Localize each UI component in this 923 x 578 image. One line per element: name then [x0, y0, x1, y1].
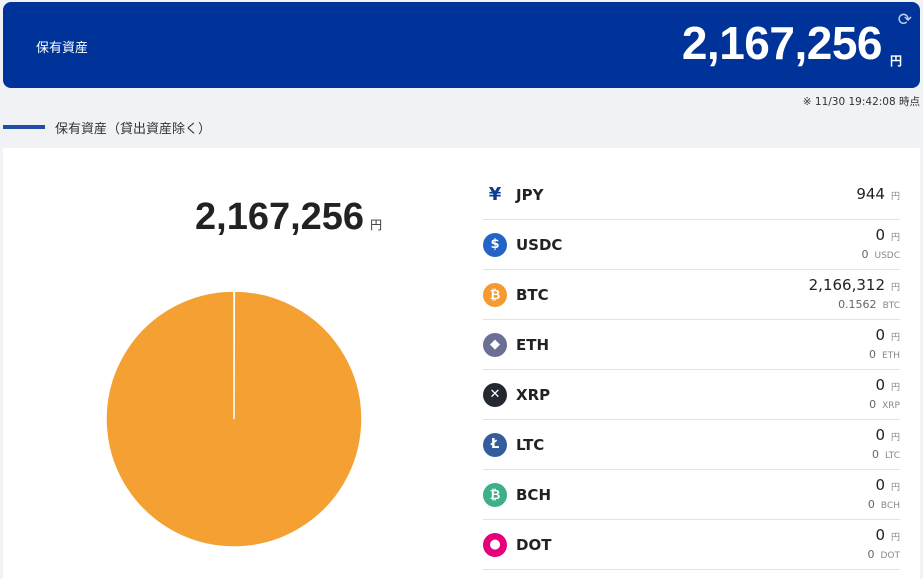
quantity-unit: BCH [881, 501, 900, 511]
asset-quantity: 0 XRP [869, 398, 900, 411]
section-bar [3, 125, 45, 129]
pie-slice-btc [106, 291, 362, 547]
litecoin-icon: Ł [483, 433, 507, 457]
asset-symbol: BCH [516, 486, 551, 504]
jpy-amount: 0 [875, 476, 885, 494]
asset-quantity: 0.1562 BTC [809, 298, 900, 311]
usdc-icon: $ [483, 233, 507, 257]
asset-row-jpy[interactable]: ¥ JPY 944 円 [483, 170, 900, 220]
yen-icon: ¥ [483, 183, 507, 207]
asset-values: 2,166,312 円 0.1562 BTC [809, 276, 900, 311]
section-heading: 保有資産（貸出資産除く） [0, 118, 211, 136]
xrp-icon: ✕ [483, 383, 507, 407]
jpy-amount: 2,166,312 [809, 276, 885, 294]
asset-quantity: 0 LTC [872, 448, 900, 461]
quantity-amount: 0 [872, 448, 879, 461]
asset-quantity: 0 DOT [867, 548, 900, 561]
banner-title: 保有資産 [36, 37, 88, 56]
banner-total: 2,167,256 [682, 16, 882, 70]
asset-symbol: ETH [516, 336, 549, 354]
refresh-icon[interactable]: ⟳ [898, 10, 912, 30]
asset-symbol: DOT [516, 536, 551, 554]
jpy-amount: 0 [875, 526, 885, 544]
jpy-unit: 円 [891, 433, 900, 443]
asset-jpy-value: 944 円 [856, 185, 900, 203]
jpy-unit: 円 [891, 233, 900, 243]
quantity-amount: 0 [869, 398, 876, 411]
asset-jpy-value: 2,166,312 円 [809, 276, 900, 294]
asset-symbol: JPY [516, 186, 543, 204]
banner-unit: 円 [890, 52, 902, 69]
quantity-amount: 0 [867, 548, 874, 561]
asset-quantity: 0 BCH [868, 498, 900, 511]
summary-total: 2,167,256 円 [195, 196, 382, 239]
jpy-unit: 円 [891, 192, 900, 202]
bitcoin-cash-icon: ₿ [483, 483, 507, 507]
jpy-unit: 円 [891, 383, 900, 393]
asset-pie-chart [105, 290, 363, 548]
quantity-unit: BTC [883, 301, 900, 311]
asset-quantity: 0 ETH [869, 348, 900, 361]
jpy-amount: 0 [875, 226, 885, 244]
polkadot-icon: ● [483, 533, 507, 557]
asset-symbol: USDC [516, 236, 562, 254]
timestamp: ※ 11/30 19:42:08 時点 [803, 94, 920, 109]
quantity-unit: DOT [880, 551, 900, 561]
asset-symbol: XRP [516, 386, 550, 404]
summary-amount: 2,167,256 [195, 196, 364, 238]
asset-symbol: LTC [516, 436, 544, 454]
jpy-amount: 0 [875, 376, 885, 394]
quantity-amount: 0 [868, 498, 875, 511]
quantity-amount: 0 [869, 348, 876, 361]
asset-row-btc[interactable]: ₿ BTC 2,166,312 円 0.1562 BTC [483, 270, 900, 320]
quantity-amount: 0.1562 [838, 298, 877, 311]
quantity-unit: XRP [882, 401, 900, 411]
ethereum-icon: ◆ [483, 333, 507, 357]
section-title: 保有資産（貸出資産除く） [55, 118, 211, 137]
jpy-unit: 円 [891, 333, 900, 343]
jpy-amount: 0 [875, 326, 885, 344]
jpy-unit: 円 [891, 533, 900, 543]
jpy-amount: 944 [856, 185, 885, 203]
asset-values: 944 円 [856, 185, 900, 203]
bitcoin-icon: ₿ [483, 283, 507, 307]
total-assets-banner: 保有資産 2,167,256 円 ⟳ [3, 2, 920, 88]
jpy-unit: 円 [891, 283, 900, 293]
asset-symbol: BTC [516, 286, 549, 304]
jpy-amount: 0 [875, 426, 885, 444]
asset-quantity: 0 USDC [861, 248, 900, 261]
summary-unit: 円 [370, 218, 382, 232]
quantity-unit: LTC [885, 451, 900, 461]
quantity-unit: ETH [882, 351, 900, 361]
quantity-unit: USDC [874, 251, 900, 261]
jpy-unit: 円 [891, 483, 900, 493]
quantity-amount: 0 [861, 248, 868, 261]
